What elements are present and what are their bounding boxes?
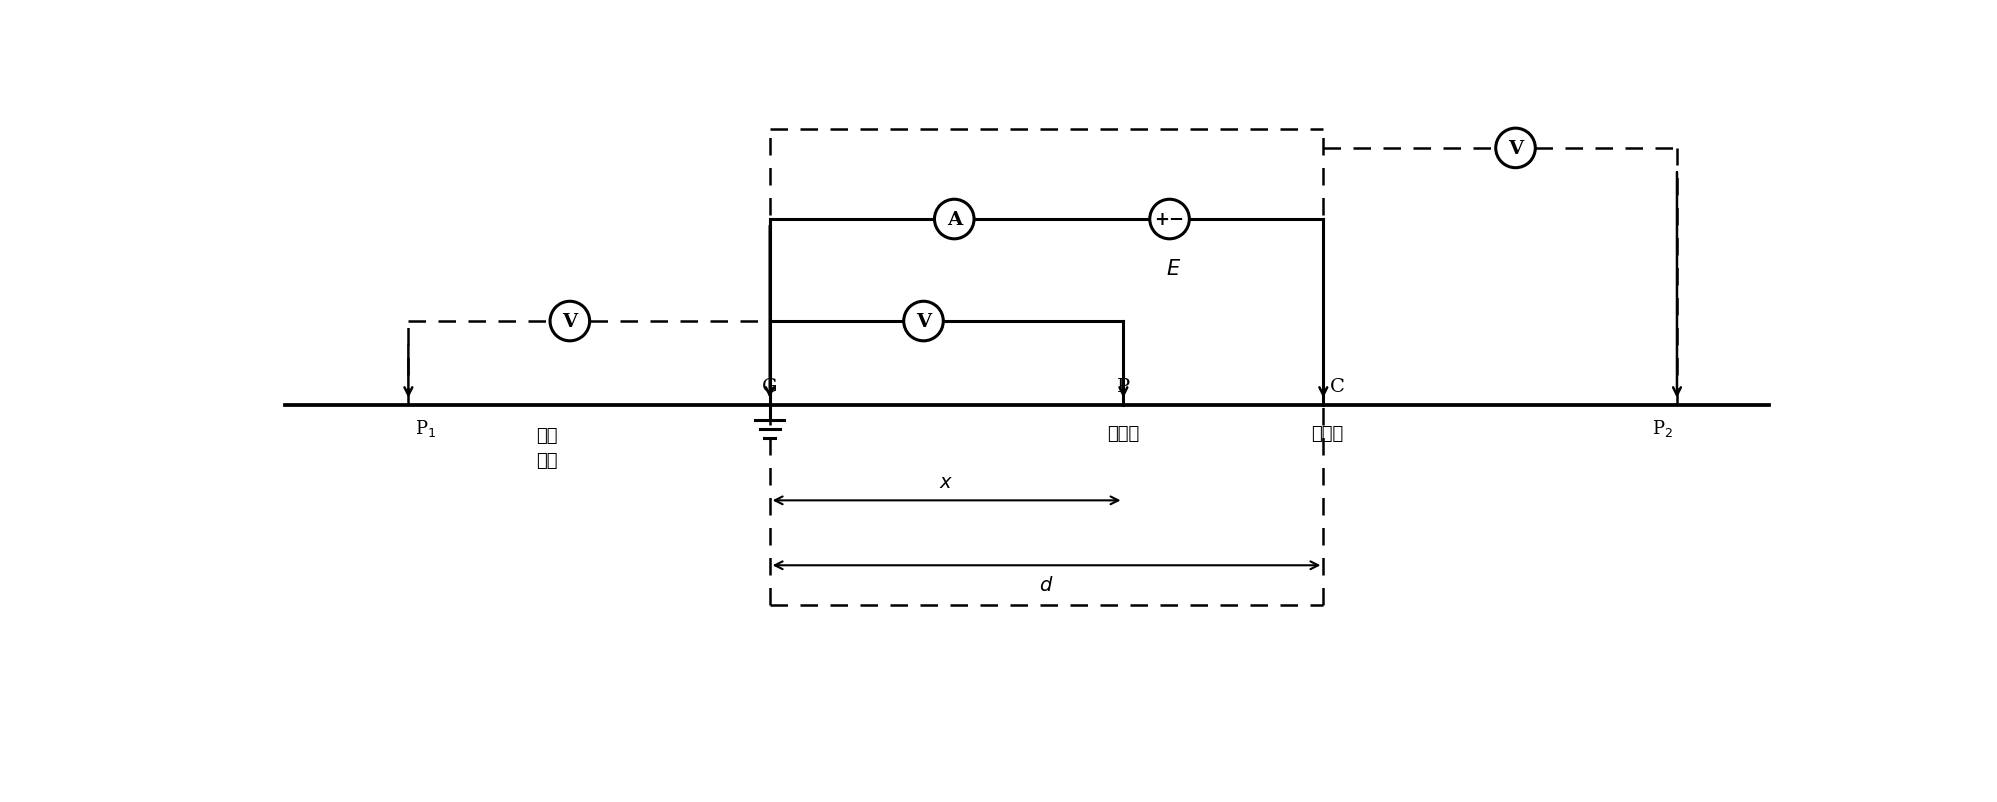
- Text: V: V: [917, 313, 931, 330]
- Text: 电流极: 电流极: [1312, 424, 1344, 442]
- Text: P: P: [1116, 378, 1130, 395]
- Text: 接地
装置: 接地 装置: [535, 427, 557, 469]
- Text: P$_2$: P$_2$: [1652, 418, 1673, 439]
- Text: G: G: [763, 378, 777, 395]
- Circle shape: [905, 302, 943, 342]
- Text: $x$: $x$: [939, 473, 955, 492]
- Text: V: V: [563, 313, 577, 330]
- Text: C: C: [1330, 378, 1344, 395]
- Text: +−: +−: [1154, 211, 1184, 229]
- Text: A: A: [947, 211, 963, 229]
- Text: P$_1$: P$_1$: [415, 418, 435, 439]
- Text: 电位极: 电位极: [1106, 424, 1140, 442]
- Circle shape: [1150, 200, 1190, 240]
- Text: V: V: [1508, 140, 1524, 158]
- Circle shape: [935, 200, 975, 240]
- Text: $d$: $d$: [1038, 575, 1054, 593]
- Circle shape: [1496, 129, 1536, 168]
- Text: $E$: $E$: [1166, 259, 1180, 279]
- Circle shape: [549, 302, 589, 342]
